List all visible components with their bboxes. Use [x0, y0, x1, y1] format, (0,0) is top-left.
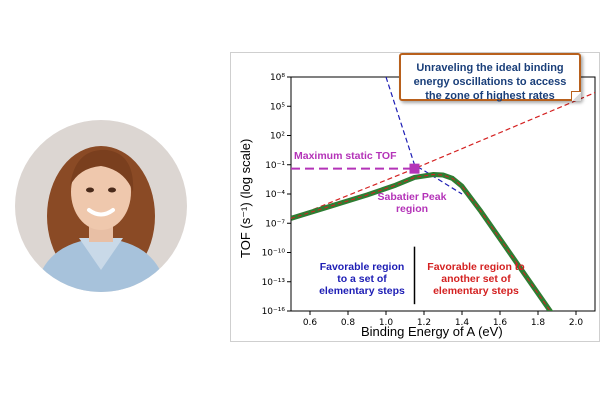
y-tick-label: 10⁻¹³: [262, 278, 286, 288]
x-axis-label: Binding Energy of A (eV): [361, 324, 503, 339]
y-tick-label: 10⁻¹: [265, 161, 285, 171]
x-tick-label: 1.8: [531, 318, 546, 328]
x-tick-label: 0.8: [341, 318, 356, 328]
volcano-plot-panel: 0.6 0.8 1.0 1.2 1.4 1.6 1.8 2.0 10⁸ 10⁵ 10² 10⁻¹ 10⁻…: [230, 52, 600, 342]
y-tick-label: 10⁻¹⁶: [262, 307, 286, 317]
x-tick-label: 1.4: [455, 318, 470, 328]
x-tick-label: 1.2: [417, 318, 431, 328]
sabatier-peak-label: Sabatier Peak region: [377, 191, 447, 215]
volcano-curve-overlay: [291, 173, 551, 311]
callout-text: Unraveling the ideal binding energy osci…: [413, 62, 567, 102]
y-tick-label: 10⁻⁴: [265, 190, 285, 200]
y-tick-label: 10⁸: [270, 73, 285, 83]
callout-fold: [571, 91, 581, 101]
y-tick-label: 10⁻¹⁰: [262, 249, 286, 259]
favorable-left-label: Favorable region to a set of elementary …: [319, 261, 405, 297]
favorable-right-label: Favorable region to another set of eleme…: [427, 261, 525, 297]
max-static-tof-label: Maximum static TOF: [294, 150, 397, 162]
x-tick-label: 2.0: [569, 318, 584, 328]
y-tick-label: 10⁵: [270, 102, 285, 112]
callout-box: Unraveling the ideal binding energy osci…: [399, 53, 581, 102]
left-leg-dashed-line: [291, 92, 595, 219]
x-tick-label: 0.6: [303, 318, 318, 328]
y-axis-label: TOF (s⁻¹) (log scale): [238, 138, 253, 258]
x-tick-label: 1.6: [493, 318, 508, 328]
y-tick-label: 10²: [270, 132, 285, 142]
max-static-tof-marker: [409, 163, 420, 174]
portrait-photo: [15, 120, 187, 292]
y-tick-label: 10⁻⁷: [265, 219, 285, 229]
x-tick-label: 1.0: [379, 318, 394, 328]
